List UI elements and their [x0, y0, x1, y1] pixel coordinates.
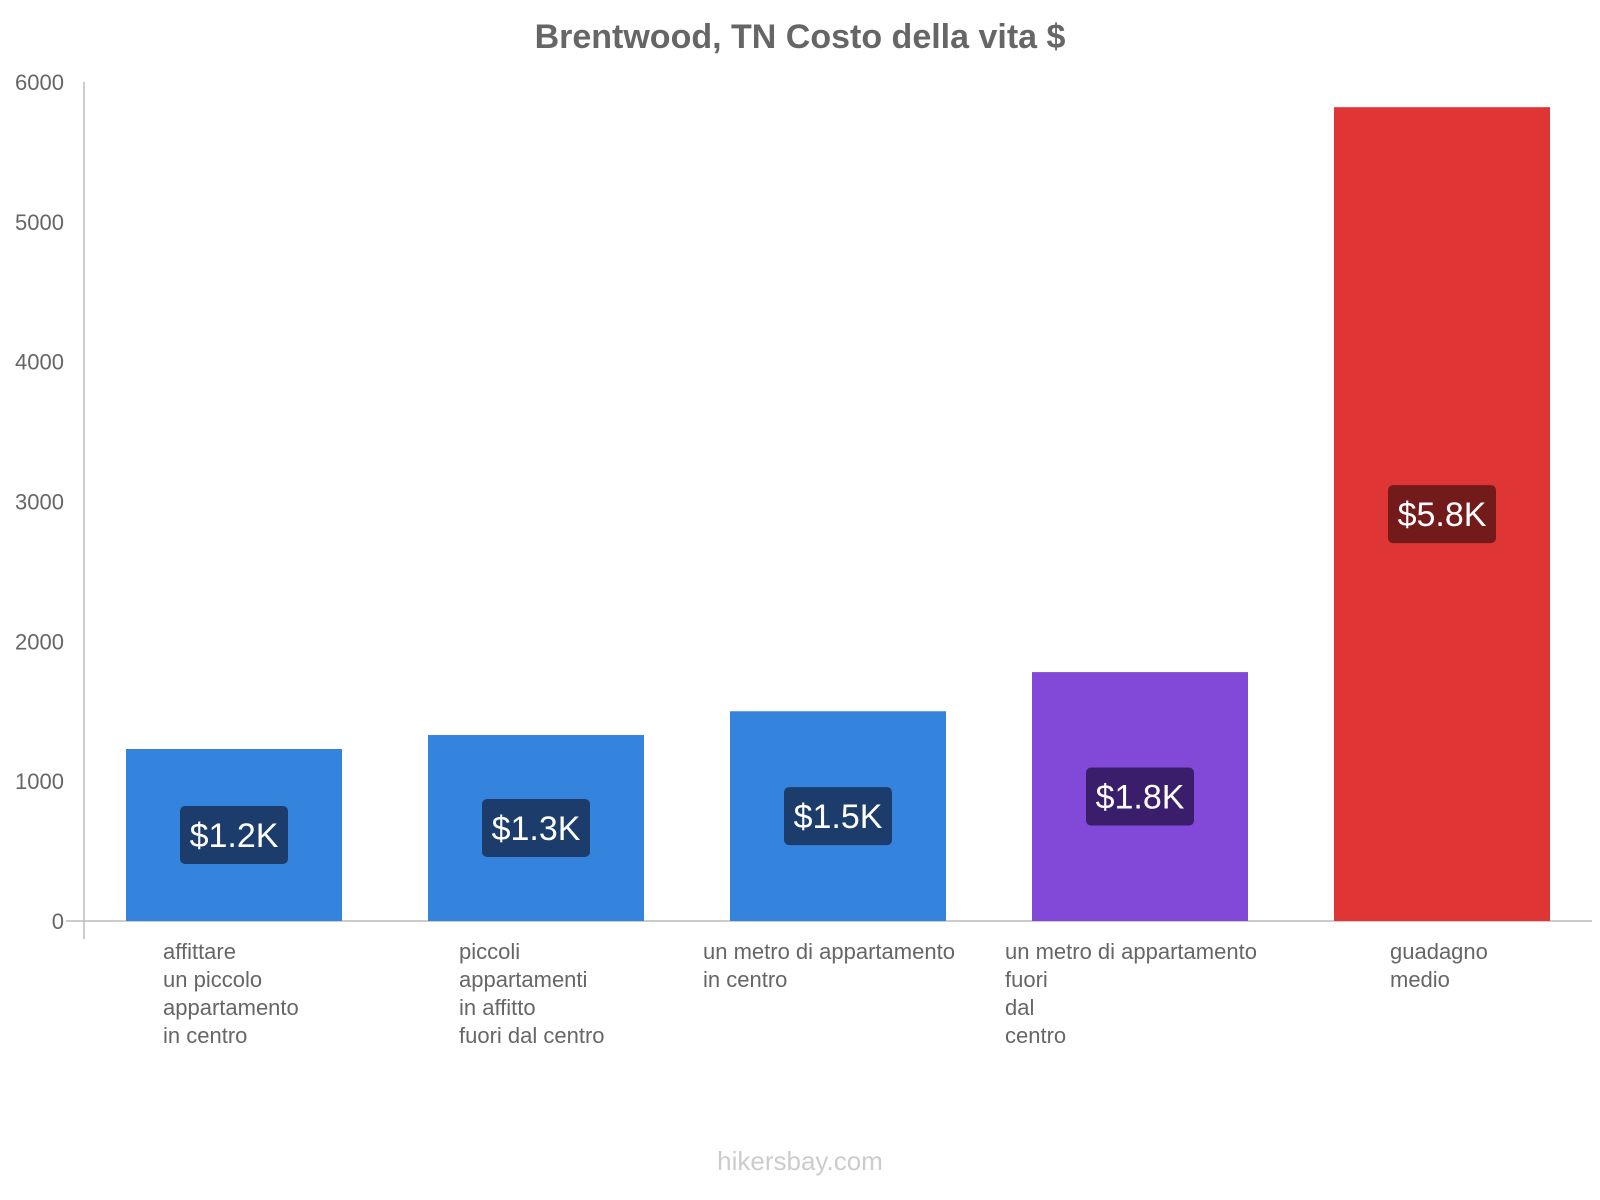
bar-value-label-box — [180, 806, 288, 865]
x-tick-label-line: in affitto — [459, 995, 536, 1020]
bar-value-label: $1.3K — [492, 810, 581, 848]
x-tick-label: guadagno medio — [1390, 938, 1488, 994]
x-tick-label-line: piccoli — [459, 939, 521, 964]
y-tick-label: 5000 — [15, 210, 64, 235]
x-tick-label-line: appartamenti — [459, 967, 588, 992]
x-tick-label-line: medio — [1390, 967, 1450, 992]
x-tick-label-line: in centro — [703, 967, 788, 992]
y-tick-label: 1000 — [15, 769, 64, 794]
x-tick-label-line: centro — [1005, 1023, 1067, 1048]
x-tick-label-line: guadagno — [1390, 939, 1488, 964]
chart-title: Brentwood, TN Costo della vita $ — [534, 18, 1066, 56]
y-tick-label: 3000 — [15, 490, 64, 515]
x-tick-label: affittare un piccolo appartamento in centro — [163, 938, 299, 1050]
x-tick-label-line: un metro di appartamento — [1005, 939, 1257, 964]
bar-value-label: $5.8K — [1398, 496, 1487, 534]
y-tick-label: 4000 — [15, 350, 64, 375]
x-tick-label-line: un piccolo — [163, 967, 263, 992]
x-tick-label-line: dal — [1005, 995, 1035, 1020]
x-tick-label-line: in centro — [163, 1023, 248, 1048]
y-tick-label: 2000 — [15, 629, 64, 654]
bar-value-label-box — [1388, 485, 1496, 544]
bar-value-label: $1.8K — [1096, 779, 1185, 817]
footer-watermark: hikersbay.com — [717, 1146, 883, 1176]
x-tick-label: un metro di appartamento fuori dal centro — [1005, 938, 1257, 1050]
x-tick-label: piccoli appartamenti in affitto fuori dal c… — [459, 938, 605, 1050]
bar-value-label-box — [482, 799, 590, 858]
bar-value-label: $1.5K — [794, 798, 883, 836]
x-tick-label-line: fuori — [1005, 967, 1048, 992]
x-tick-label-line: un metro di appartamento — [703, 939, 955, 964]
bar-value-label-box — [784, 787, 892, 846]
x-tick-label-line: fuori dal centro — [459, 1023, 605, 1048]
y-tick-label: 6000 — [15, 70, 64, 95]
x-tick-label-line: affittare — [163, 939, 236, 964]
y-tick-label: 0 — [52, 909, 64, 934]
bar-value-label-box — [1086, 767, 1194, 826]
x-tick-label-line: appartamento — [163, 995, 299, 1020]
bar-value-label: $1.2K — [190, 817, 279, 855]
x-tick-label: un metro di appartamento in centro — [703, 938, 955, 994]
